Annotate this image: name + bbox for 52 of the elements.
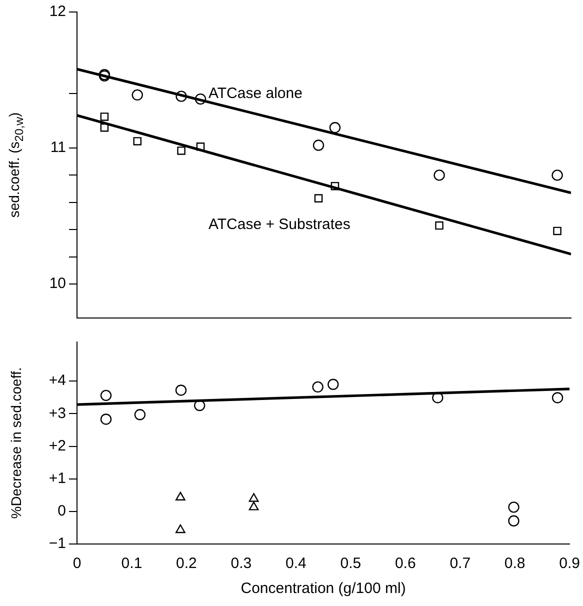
x-tick-label: 0.7 (450, 555, 471, 572)
x-tick-label: 0.3 (230, 555, 252, 572)
y-tick-label: 11 (50, 139, 66, 156)
x-tick-label: 0 (72, 555, 82, 572)
y-tick-label: 12 (49, 3, 66, 20)
point (328, 378, 339, 390)
point (176, 492, 186, 501)
x-tick-label: 0.1 (121, 555, 142, 572)
x-tick-label: 0.2 (176, 555, 197, 572)
point (330, 182, 340, 190)
x-tick-label: 0.4 (285, 555, 306, 572)
y-tick-label: +2 (48, 437, 66, 454)
y-tick-label: +4 (48, 372, 66, 390)
point (196, 142, 205, 151)
x-tick-label: 0.8 (504, 555, 526, 572)
point (508, 515, 520, 526)
point (175, 384, 187, 396)
point (100, 414, 112, 425)
point (312, 381, 324, 393)
point (100, 390, 112, 402)
y-tick-label: +1 (48, 470, 66, 487)
point (177, 146, 186, 155)
x-tick-label: 0.9 (559, 555, 580, 572)
series-label: ATCase + Substrates (208, 216, 350, 233)
point (248, 502, 259, 510)
point (194, 93, 206, 105)
point (312, 140, 324, 151)
point (176, 524, 186, 534)
y-tick-label: +3 (48, 404, 66, 422)
series-label: ATCase alone (208, 85, 302, 102)
y-axis-title: %Decrease in sed.coeff. (8, 367, 24, 519)
point (435, 221, 444, 230)
y-tick-label: 10 (49, 275, 66, 292)
point (314, 194, 323, 202)
x-tick-label: 0.5 (340, 555, 362, 572)
point (134, 409, 146, 420)
point (434, 170, 445, 181)
point (248, 493, 259, 502)
y-tick-label: 0 (58, 502, 66, 520)
point (176, 90, 187, 102)
point (100, 112, 109, 121)
point (100, 123, 109, 132)
point (552, 392, 564, 404)
point (329, 122, 341, 134)
x-axis-title: Concentration (g/100 ml) (240, 580, 406, 598)
point (553, 226, 562, 236)
point (508, 502, 520, 513)
y-tick-label: −1 (48, 535, 66, 552)
x-tick-label: 0.6 (394, 555, 416, 572)
point (552, 170, 563, 181)
point (132, 89, 143, 101)
point (133, 137, 142, 146)
